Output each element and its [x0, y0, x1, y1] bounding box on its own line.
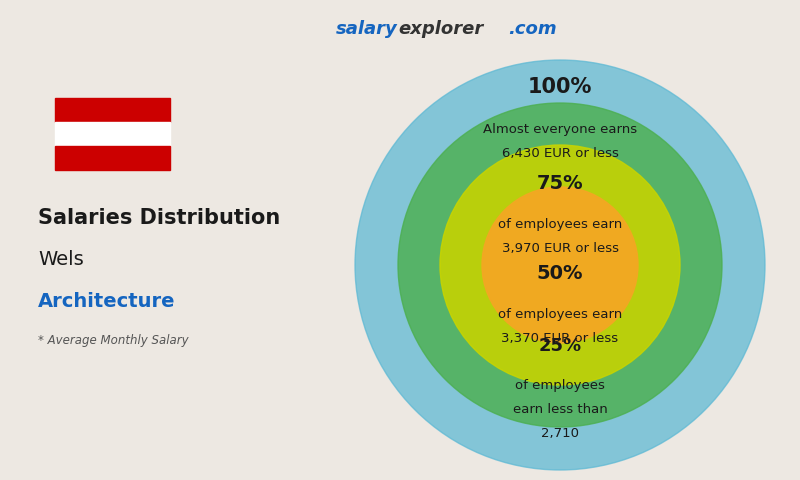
Text: salary: salary: [336, 20, 398, 38]
Circle shape: [440, 145, 680, 385]
Circle shape: [482, 187, 638, 343]
FancyBboxPatch shape: [55, 98, 170, 122]
Text: 100%: 100%: [528, 77, 592, 97]
Circle shape: [355, 60, 765, 470]
Text: .com: .com: [508, 20, 557, 38]
Text: of employees earn: of employees earn: [498, 218, 622, 231]
Text: of employees earn: of employees earn: [498, 308, 622, 321]
FancyBboxPatch shape: [55, 146, 170, 170]
Text: 2,710: 2,710: [541, 427, 579, 440]
Text: 6,430 EUR or less: 6,430 EUR or less: [502, 147, 618, 160]
Circle shape: [398, 103, 722, 427]
Text: 3,970 EUR or less: 3,970 EUR or less: [502, 242, 618, 255]
Text: 3,370 EUR or less: 3,370 EUR or less: [502, 332, 618, 345]
Text: Wels: Wels: [38, 250, 84, 269]
Text: explorer: explorer: [398, 20, 483, 38]
Text: * Average Monthly Salary: * Average Monthly Salary: [38, 334, 189, 347]
Text: 75%: 75%: [537, 174, 583, 193]
Text: earn less than: earn less than: [513, 403, 607, 416]
FancyBboxPatch shape: [55, 122, 170, 146]
Text: Salaries Distribution: Salaries Distribution: [38, 208, 280, 228]
Text: Architecture: Architecture: [38, 292, 175, 311]
Text: 25%: 25%: [538, 337, 582, 355]
Text: 50%: 50%: [537, 264, 583, 283]
Text: Almost everyone earns: Almost everyone earns: [483, 123, 637, 136]
Text: of employees: of employees: [515, 379, 605, 392]
